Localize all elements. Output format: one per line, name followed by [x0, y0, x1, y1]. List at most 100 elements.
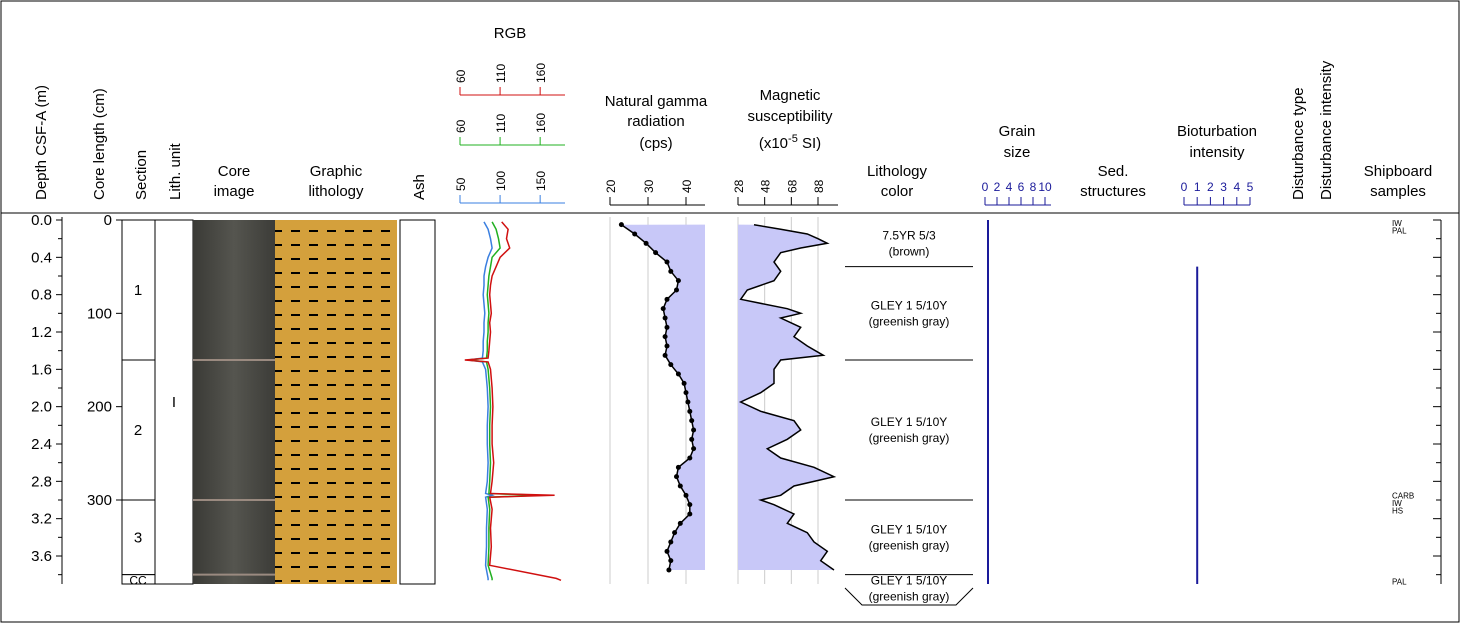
axis-tick-label: 0	[982, 180, 989, 194]
data-point	[664, 343, 670, 349]
data-point	[685, 399, 691, 405]
data-point	[666, 567, 672, 573]
lithology-color-label: (greenish gray)	[869, 538, 950, 552]
section-box	[121, 359, 156, 501]
axis-tick-label: 2	[1207, 180, 1214, 194]
depth-tick-label: 2.8	[31, 473, 52, 490]
data-point	[668, 558, 674, 564]
header: radiation	[627, 113, 685, 130]
curve	[738, 223, 837, 571]
data-point	[662, 334, 668, 340]
header-part: (x10	[759, 135, 788, 152]
data-point	[674, 474, 679, 480]
axis-tick-label: 6	[1018, 180, 1025, 194]
data-point	[691, 427, 697, 433]
data-point	[664, 324, 670, 330]
lith-unit-label: I	[172, 394, 176, 411]
header: Core length (cm)	[91, 88, 108, 200]
axis-tick-label: 5	[1247, 180, 1254, 194]
data-point	[675, 464, 681, 470]
core-length-tick-label: 0	[104, 212, 112, 229]
lithology-color-label: GLEY 1 5/10Y	[871, 415, 948, 429]
data-point	[668, 268, 674, 274]
data-point	[687, 502, 693, 508]
data-point	[683, 492, 689, 498]
data-point	[689, 436, 695, 442]
axis-tick-label: 60	[454, 69, 468, 83]
sample-label: PAL	[1392, 226, 1407, 235]
section-label: CC	[129, 573, 147, 587]
depth-tick-label: 0.0	[31, 212, 52, 229]
data-point	[683, 390, 689, 396]
header: Ash	[411, 174, 428, 200]
axis-tick-label: 4	[1006, 180, 1013, 194]
data-point	[687, 455, 693, 461]
graphic-lithology-pattern	[275, 220, 397, 584]
section-label: 1	[134, 282, 142, 299]
axis-tick-label: 20	[604, 179, 618, 193]
data-point	[691, 446, 697, 452]
axis-tick-label: 160	[534, 113, 548, 133]
header-part: SI)	[798, 135, 821, 152]
header: Lith. unit	[167, 142, 184, 200]
axis-tick-label: 50	[454, 177, 468, 191]
ash-column	[399, 219, 436, 585]
axis-tick-label: 4	[1233, 180, 1240, 194]
data-point	[662, 352, 668, 358]
header: Grain	[999, 123, 1036, 140]
axis-tick-label: 30	[642, 179, 656, 193]
rgb-curve	[467, 221, 541, 581]
data-point	[677, 483, 683, 489]
header: Core	[218, 163, 251, 180]
data-point	[664, 259, 670, 265]
data-point	[675, 278, 681, 284]
data-point	[687, 511, 693, 517]
sample-label: IW	[1392, 499, 1402, 508]
axis-tick-label: 0	[1181, 180, 1188, 194]
data-point	[677, 520, 683, 526]
section-label: 3	[134, 529, 142, 546]
depth-tick-label: 2.4	[31, 436, 52, 453]
header: intensity	[1189, 144, 1245, 161]
data-point	[660, 306, 666, 312]
header: susceptibility	[747, 108, 833, 125]
axis-tick-label: 28	[732, 179, 746, 193]
data-point	[618, 222, 624, 228]
depth-tick-label: 0.8	[31, 287, 52, 304]
header: (cps)	[639, 135, 672, 152]
data-point	[632, 231, 638, 237]
lithology-color-label: (greenish gray)	[869, 431, 950, 445]
lith-unit-box	[154, 219, 194, 585]
header-part: -5	[788, 133, 798, 145]
axis-tick-label: 88	[812, 179, 826, 193]
section-box	[121, 219, 156, 361]
axis-tick-label: 110	[494, 114, 508, 133]
header: lithology	[308, 183, 364, 200]
depth-tick-label: 2.0	[31, 399, 52, 416]
header: Disturbance intensity	[1318, 60, 1335, 200]
axis-tick-label: 3	[1220, 180, 1227, 194]
axis-tick-label: 68	[785, 179, 799, 193]
depth-tick-label: 0.4	[31, 249, 52, 266]
depth-tick-label: 1.6	[31, 361, 52, 378]
sample-label: PAL	[1392, 577, 1407, 586]
depth-tick-label: 1.2	[31, 324, 52, 341]
data-point	[668, 362, 674, 368]
depth-tick-label: 3.2	[31, 511, 52, 528]
data-point	[689, 418, 695, 424]
data-point	[672, 530, 678, 536]
curve-fill	[621, 224, 705, 570]
header: Shipboard	[1364, 163, 1432, 180]
rgb-curve	[464, 221, 562, 581]
core-length-tick-label: 200	[87, 399, 112, 416]
header: RGB	[494, 25, 527, 42]
header: (x10-5 SI)	[759, 133, 821, 152]
data-point	[643, 240, 649, 246]
lithology-color-label: (greenish gray)	[869, 590, 950, 604]
axis-tick-label: 2	[994, 180, 1001, 194]
data-point	[674, 287, 679, 293]
core-image	[193, 220, 275, 584]
data-point	[675, 371, 681, 377]
header: Depth CSF-A (m)	[33, 85, 50, 200]
